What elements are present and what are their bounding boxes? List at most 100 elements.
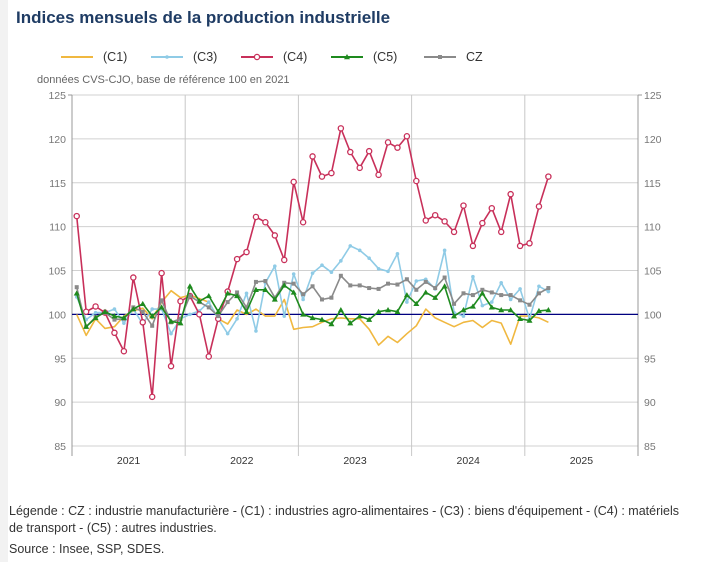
data-point [356, 164, 363, 172]
data-point [299, 218, 307, 226]
data-point [480, 287, 485, 292]
data-point [271, 232, 279, 239]
x-tick-label: 2023 [343, 455, 367, 467]
data-point [535, 307, 542, 314]
data-point [82, 308, 90, 315]
data-point [460, 202, 467, 209]
data-point [395, 282, 400, 287]
y-tick-label-left: 115 [49, 178, 66, 190]
data-point [395, 252, 400, 256]
data-point [319, 297, 324, 302]
data-point [441, 283, 448, 289]
data-point [347, 320, 354, 326]
data-point [130, 274, 137, 281]
data-point [73, 290, 80, 296]
data-point [235, 316, 239, 321]
data-point [263, 279, 268, 284]
y-tick-label-right: 115 [644, 178, 661, 190]
data-point [290, 289, 297, 295]
data-point [545, 306, 552, 313]
x-tick-label: 2024 [457, 455, 481, 467]
data-point [83, 323, 90, 329]
data-point [205, 353, 213, 360]
source-note: Source : Insee, SSP, SDES. [9, 542, 165, 556]
data-point [469, 242, 477, 250]
data-point [177, 320, 184, 326]
data-point [433, 286, 438, 291]
data-point [271, 296, 278, 302]
data-point [243, 248, 250, 256]
data-point [337, 306, 344, 313]
data-point [281, 282, 288, 288]
data-point [329, 295, 334, 300]
data-point [403, 132, 411, 140]
data-point [120, 347, 128, 355]
left-strip [0, 0, 8, 562]
legend-item[interactable]: (C5) [331, 50, 397, 64]
x-tick-label: 2022 [230, 455, 254, 467]
data-point [92, 314, 99, 321]
data-point [158, 269, 165, 277]
data-point [413, 177, 420, 185]
data-point [120, 314, 127, 321]
legend-label: (C1) [103, 50, 128, 64]
data-point [318, 316, 325, 322]
data-point [318, 173, 326, 180]
data-point [233, 255, 241, 263]
data-point [546, 286, 551, 291]
data-point [225, 331, 230, 336]
data-point [196, 298, 203, 304]
legend-item[interactable]: (C3) [151, 50, 217, 64]
legend-item[interactable]: CZ [424, 50, 483, 64]
data-point [339, 259, 343, 263]
data-point [526, 317, 533, 323]
data-point [423, 279, 428, 284]
data-point [488, 204, 496, 212]
y-tick-label-left: 100 [48, 309, 66, 321]
data-point [516, 242, 524, 250]
data-point [536, 291, 541, 296]
data-point [375, 171, 382, 179]
data-point [150, 307, 154, 311]
data-point [73, 212, 80, 220]
data-point [309, 153, 316, 160]
data-point [158, 304, 165, 310]
data-point [177, 297, 184, 305]
data-point [282, 314, 287, 318]
data-point [404, 277, 409, 282]
data-point [122, 321, 126, 325]
data-point [169, 331, 173, 336]
data-point [376, 286, 381, 291]
legend-item[interactable]: (C1) [61, 50, 127, 64]
data-point [253, 53, 261, 61]
data-point [403, 292, 410, 298]
legend-label: CZ [466, 50, 483, 64]
data-point [348, 283, 353, 288]
data-point [422, 289, 429, 295]
data-point [253, 279, 258, 284]
data-point [150, 323, 155, 328]
data-point [328, 321, 335, 327]
data-point [384, 139, 392, 146]
legend-label: (C4) [283, 50, 308, 64]
chart-subtitle: données CVS-CJO, base de référence 100 e… [37, 74, 290, 86]
data-point [252, 213, 260, 221]
y-tick-label-right: 100 [644, 309, 662, 321]
data-point [243, 308, 250, 314]
data-point [309, 314, 316, 321]
data-point [329, 270, 334, 275]
legend-label: (C5) [373, 50, 398, 64]
data-point [291, 281, 296, 286]
y-tick-label-left: 90 [54, 397, 66, 409]
legend-item[interactable]: (C4) [241, 50, 307, 64]
page-title: Indices mensuels de la production indust… [16, 8, 391, 27]
data-point [344, 54, 350, 60]
data-point [461, 291, 466, 296]
data-point [165, 55, 169, 59]
data-point [375, 308, 382, 314]
data-point [328, 169, 335, 177]
data-point [367, 286, 372, 291]
series-c5 [73, 282, 552, 329]
data-point [452, 301, 457, 306]
data-point [149, 313, 156, 319]
